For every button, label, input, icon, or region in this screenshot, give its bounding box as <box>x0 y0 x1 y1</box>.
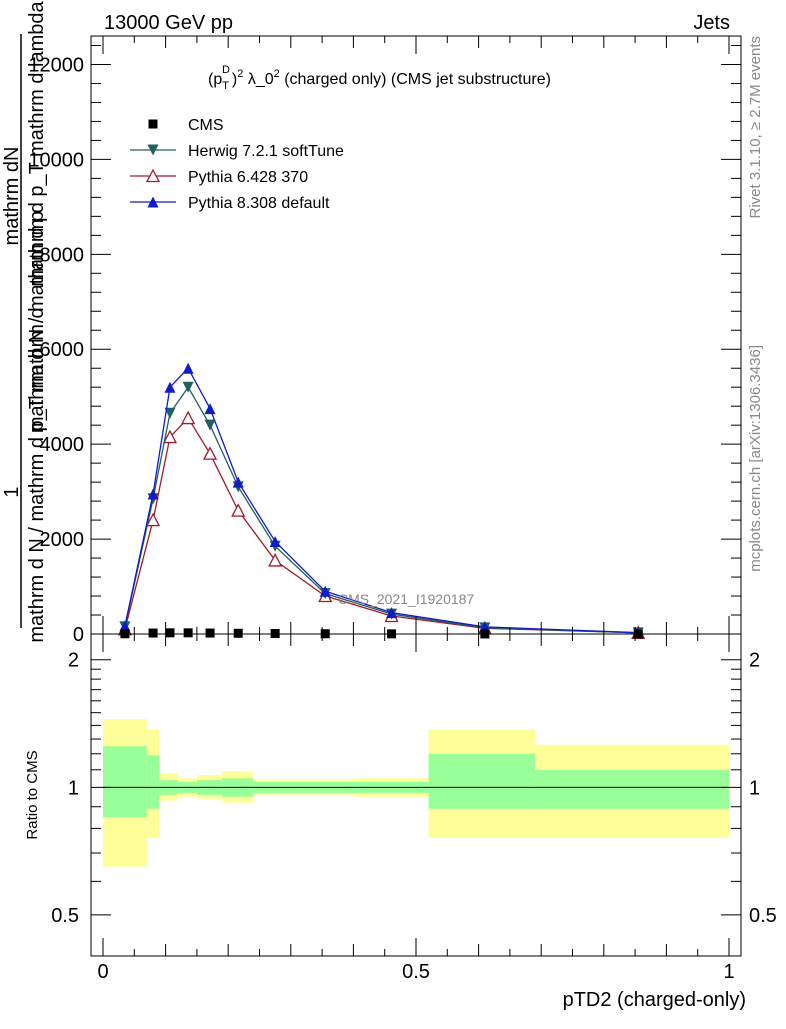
main-ytick-label: 6000 <box>40 339 85 361</box>
data-point <box>233 628 243 638</box>
legend: CMS Herwig 7.2.1 softTune Pythia 6.428 370… <box>130 117 344 212</box>
data-point <box>182 362 194 374</box>
main-ytick-label: 8000 <box>40 244 85 266</box>
data-point <box>162 429 178 444</box>
ylabel-lower: mathrm d N / mathrm d p <box>26 211 48 433</box>
legend-label: CMS <box>188 117 224 134</box>
data-point <box>202 446 218 460</box>
ratio-ytick-label: 2 <box>68 650 79 672</box>
data-point <box>269 535 281 547</box>
ylabel-left: mathrm d N / mathrm d p_T mathrm d <box>26 307 48 642</box>
legend-label: Herwig 7.2.1 softTune <box>188 143 344 160</box>
ratio-ytick-label: 0.5 <box>51 905 79 927</box>
data-point <box>319 585 331 597</box>
legend-entry: CMS <box>148 117 224 134</box>
data-point <box>183 628 193 638</box>
data-point <box>204 403 216 415</box>
legend-marker <box>148 119 158 129</box>
header-jets-label: Jets <box>693 12 730 34</box>
main-ytick-label: 0 <box>73 624 84 646</box>
data-point <box>146 512 161 527</box>
data-point <box>182 381 194 393</box>
data-point <box>204 419 216 431</box>
ratio-band-inner <box>534 769 729 809</box>
data-point <box>165 628 175 638</box>
ratio-ylabel: Ratio to CMS <box>24 750 41 839</box>
legend-marker <box>147 144 159 156</box>
data-point <box>147 488 159 500</box>
ratio-band-inner <box>103 746 147 818</box>
main-title: (pTD)2 λ_02 (charged only) (CMS jet subs… <box>208 64 551 92</box>
ratio-xtick-label: 1 <box>723 961 734 983</box>
legend-label: Pythia 8.308 default <box>188 195 330 212</box>
data-point <box>164 407 176 419</box>
ratio-xtick-label: 0 <box>97 961 108 983</box>
data-point <box>205 628 215 638</box>
data-point <box>148 628 158 638</box>
ylabel-numerator: mathrm dN <box>1 147 23 246</box>
data-point <box>181 410 196 425</box>
data-point <box>231 503 246 517</box>
side-rivet-label: Rivet 3.1.10, ≥ 2.7M events <box>747 36 764 219</box>
ratio-ytick-label-right: 2 <box>749 650 760 672</box>
ratio-ytick-label-right: 0.5 <box>749 905 777 927</box>
legend-entry: Pythia 8.308 default <box>130 195 330 212</box>
main-ytick-label: 2000 <box>40 529 85 551</box>
legend-entry: Herwig 7.2.1 softTune <box>130 143 344 160</box>
main-ytick-label: 4000 <box>40 434 85 456</box>
main-plot: 0 2000 4000 6000 8000 10000 12000 CMS_2021_I19… <box>1 0 742 646</box>
header-energy-label: 13000 GeV pp <box>104 12 233 34</box>
main-ytick-label: 10000 <box>28 149 84 171</box>
watermark-label: CMS_2021_I1920187 <box>338 591 474 607</box>
ratio-ytick-label: 1 <box>68 777 79 799</box>
ratio-band-inner <box>146 755 160 809</box>
data-point <box>232 476 244 488</box>
legend-label: Pythia 6.428 370 <box>188 169 308 186</box>
ylabel-denominator: mathrm d p_T mathrm d lambda <box>26 0 48 286</box>
data-point <box>164 381 176 393</box>
main-ylabel: 1 mathrm dN mathrm d p_T mathrm d lambda… <box>1 0 48 642</box>
ratio-xtick-label: 0.5 <box>402 961 430 983</box>
ratio-plot: 0.5 0.5 1 1 2 2 0 0.5 1 Ratio to CMS pTD2 (charg… <box>24 633 777 1011</box>
legend-marker <box>147 196 159 208</box>
ratio-bands <box>103 718 729 867</box>
legend-marker <box>145 168 161 183</box>
data-point <box>268 553 283 567</box>
main-ticks: 0 2000 4000 6000 8000 10000 12000 <box>28 36 741 646</box>
legend-entry: Pythia 6.428 370 <box>130 168 308 186</box>
x-axis-label: pTD2 (charged-only) <box>563 989 746 1011</box>
data-point <box>386 607 398 619</box>
main-ytick-label: 12000 <box>28 54 84 76</box>
data-point <box>119 620 131 632</box>
side-mcplots-label: mcplots.cern.ch [arXiv:1306.3436] <box>747 345 764 572</box>
ratio-ytick-label-right: 1 <box>749 777 760 799</box>
ylabel-one: 1 <box>1 486 23 497</box>
ratio-ticks: 0.5 0.5 1 1 2 2 0 0.5 1 <box>51 634 777 983</box>
ratio-band-inner <box>428 753 535 809</box>
